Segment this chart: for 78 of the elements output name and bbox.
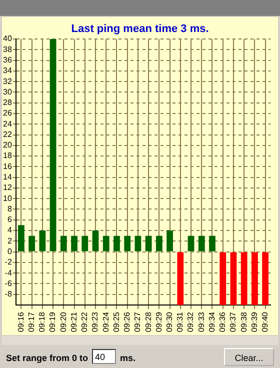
x-tick-label: 09:20 — [58, 311, 68, 332]
chart-title: Last ping mean time 3 ms. — [71, 23, 209, 36]
bar — [134, 236, 142, 252]
x-tick-label: 09:21 — [69, 311, 78, 332]
x-tick-label: 09:33 — [196, 311, 206, 332]
x-tick-label: 09:31 — [176, 311, 185, 332]
y-tick-label: 8 — [7, 204, 12, 214]
x-tick-label: 09:40 — [260, 311, 270, 332]
y-tick-label: 40 — [2, 34, 12, 44]
bar — [124, 236, 131, 252]
bar — [156, 236, 162, 252]
x-tick-label: 09:29 — [154, 311, 164, 332]
x-tick-label: 09:34 — [207, 311, 216, 332]
y-tick-label: -6 — [4, 278, 12, 288]
x-tick-label: 09:18 — [38, 311, 47, 332]
text: 40 — [92, 349, 116, 364]
bar — [220, 252, 226, 305]
y-tick-label: 24 — [2, 119, 12, 128]
bar — [145, 236, 152, 252]
x-tick-label: 09:22 — [80, 311, 90, 332]
text: ms. — [120, 353, 136, 363]
y-tick-label: -2 — [4, 258, 12, 267]
x-tick-label: 09:19 — [48, 311, 58, 332]
bar — [102, 236, 110, 252]
bar — [82, 236, 88, 252]
y-tick-label: 6 — [7, 215, 12, 224]
bar — [39, 230, 46, 252]
x-tick-label: 09:25 — [112, 311, 121, 332]
y-tick-label: 0 — [7, 246, 12, 256]
bar — [166, 230, 173, 252]
bar — [92, 230, 99, 252]
x-tick-label: 09:24 — [101, 311, 110, 332]
y-tick-label: 32 — [2, 76, 12, 86]
x-tick-label: 09:32 — [186, 311, 196, 332]
y-tick-label: 16 — [2, 162, 12, 171]
bar — [240, 252, 248, 305]
y-tick-label: 20 — [2, 140, 12, 150]
y-tick-label: 4 — [7, 226, 12, 235]
x-tick-label: 09:27 — [133, 311, 142, 332]
x-tick-label: 09:39 — [250, 311, 259, 332]
bar — [177, 252, 184, 305]
bar — [18, 225, 24, 252]
bar — [60, 236, 67, 252]
bar — [209, 236, 216, 252]
x-tick-label: 09:37 — [228, 311, 238, 332]
bar — [230, 252, 237, 305]
y-tick-label: 38 — [2, 44, 12, 54]
y-tick-label: 36 — [2, 55, 12, 64]
bar — [188, 236, 194, 252]
bar — [252, 252, 258, 305]
x-tick-label: 09:23 — [90, 311, 100, 332]
y-tick-label: -4 — [4, 268, 12, 278]
bar — [262, 252, 268, 305]
x-tick-label: 09:30 — [165, 311, 174, 332]
y-tick-label: 26 — [2, 108, 12, 118]
y-tick-label: 30 — [2, 87, 12, 96]
y-tick-label: 18 — [2, 151, 12, 160]
bar — [198, 236, 205, 252]
text: Clear... — [224, 348, 274, 366]
y-tick-label: 28 — [2, 98, 12, 108]
text: Set range from 0 to — [6, 353, 88, 363]
y-tick-label: 12 — [2, 183, 12, 192]
y-tick-label: 34 — [2, 66, 12, 76]
y-tick-label: 14 — [2, 172, 12, 182]
x-tick-label: 09:17 — [27, 311, 36, 332]
bar — [50, 39, 56, 252]
bar — [71, 236, 78, 252]
x-tick-label: 09:38 — [239, 311, 248, 332]
x-tick-label: 09:36 — [218, 311, 228, 332]
y-tick-label: 2 — [7, 236, 12, 246]
x-tick-label: 09:26 — [122, 311, 132, 332]
x-tick-label: 09:28 — [144, 311, 153, 332]
x-tick-label: 09:16 — [16, 311, 26, 332]
y-tick-label: 22 — [2, 130, 12, 139]
y-tick-label: 10 — [2, 194, 12, 203]
bar — [28, 236, 36, 252]
bar — [114, 236, 120, 252]
y-tick-label: -8 — [4, 290, 12, 299]
